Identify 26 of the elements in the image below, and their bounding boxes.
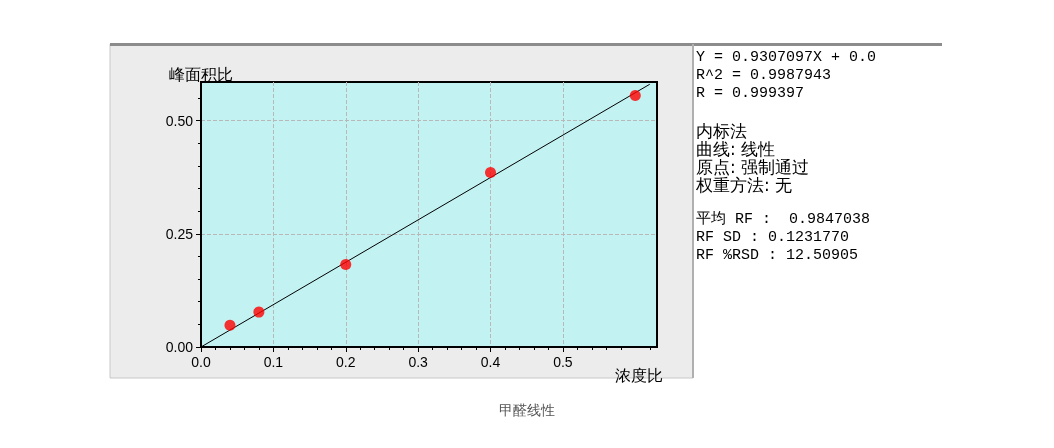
x-tick-label: 0.0 [191,354,211,370]
point [253,306,265,318]
x-tick-label: 0.4 [480,354,501,370]
point [629,90,641,102]
text: 甲醛线性 [499,402,555,418]
text: RF %RSD : 12.50905 [696,247,859,264]
x-tick-label: 0.1 [263,354,284,370]
point [224,319,236,331]
x-tick-label: 0.2 [336,354,356,370]
text: 平均 RF : 0.9847038 [696,210,871,228]
text: R = 0.999397 [696,85,805,102]
text: 曲线: 线性 [696,138,776,159]
y-axis-title: 峰面积比 [169,64,233,84]
x-tick-label: 0.3 [408,354,429,370]
text: R^2 = 0.9987943 [696,67,832,84]
x-axis-title: 浓度比 [615,365,663,385]
point [340,259,352,271]
y-tick-label: 0.25 [165,225,194,242]
y-tick-label: 0.00 [165,339,194,355]
text: 原点: 强制通过 [696,156,810,177]
text: Y = 0.9307097X + 0.0 [696,49,877,66]
point [485,167,497,179]
x-tick-label: 0.5 [553,354,573,370]
y-tick-label: 0.50 [165,112,194,129]
text: RF SD : 0.1231770 [696,229,850,246]
text: 内标法 [696,120,747,141]
